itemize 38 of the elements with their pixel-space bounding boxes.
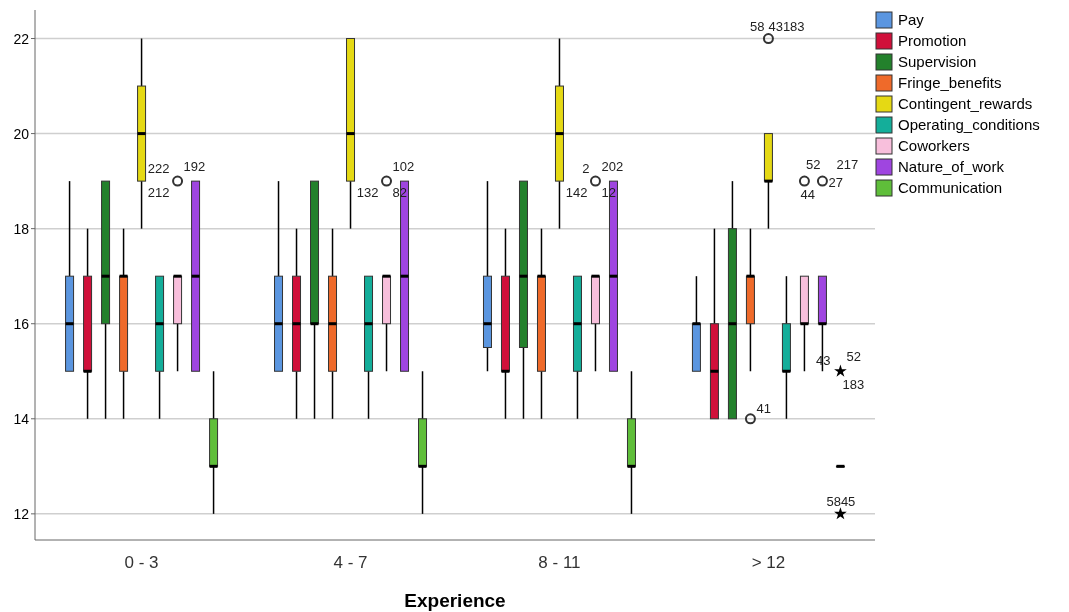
- annotation: 192: [183, 159, 206, 175]
- legend-label: Promotion: [898, 32, 967, 49]
- y-tick-label: 16: [13, 315, 30, 332]
- annotation: 58: [749, 18, 765, 34]
- legend-label: Fringe_benefits: [898, 74, 1002, 91]
- annotation: 52: [846, 349, 861, 365]
- annotation: 41: [756, 400, 771, 416]
- y-tick-label: 20: [13, 125, 30, 142]
- legend-label: Pay: [898, 11, 925, 28]
- annotation: 2: [582, 161, 590, 177]
- annotation: 102: [392, 159, 415, 175]
- x-tick-label: 4 - 7: [333, 553, 368, 572]
- annotation: 222: [147, 161, 170, 177]
- annotation: 183: [842, 377, 865, 393]
- x-tick-label: > 12: [751, 553, 786, 572]
- legend-label: Supervision: [898, 53, 977, 70]
- x-axis-title: Experience: [404, 590, 506, 611]
- annotation: 132: [356, 185, 379, 201]
- x-tick-label: 8 - 11: [538, 553, 581, 572]
- y-tick-label: 22: [13, 30, 30, 47]
- legend-label: Coworkers: [898, 137, 970, 154]
- annotation: 202: [601, 159, 624, 175]
- legend-label: Operating_conditions: [898, 116, 1040, 133]
- y-tick-label: 12: [13, 505, 30, 522]
- legend-label: Nature_of_work: [898, 158, 1005, 175]
- x-tick-label: 0 - 3: [124, 553, 159, 572]
- annotation: 217: [836, 157, 859, 173]
- y-tick-label: 14: [13, 410, 30, 427]
- y-tick-label: 18: [13, 220, 30, 237]
- annotation: 5845: [826, 493, 856, 509]
- annotation: 212: [147, 185, 170, 201]
- annotation: 44: [800, 187, 815, 203]
- legend-label: Communication: [898, 179, 1003, 196]
- annotation: 43183: [768, 18, 805, 34]
- legend-label: Contingent_rewards: [898, 95, 1033, 112]
- annotation: 27: [828, 175, 843, 191]
- annotation: 52: [805, 157, 821, 173]
- annotation: 142: [565, 185, 588, 201]
